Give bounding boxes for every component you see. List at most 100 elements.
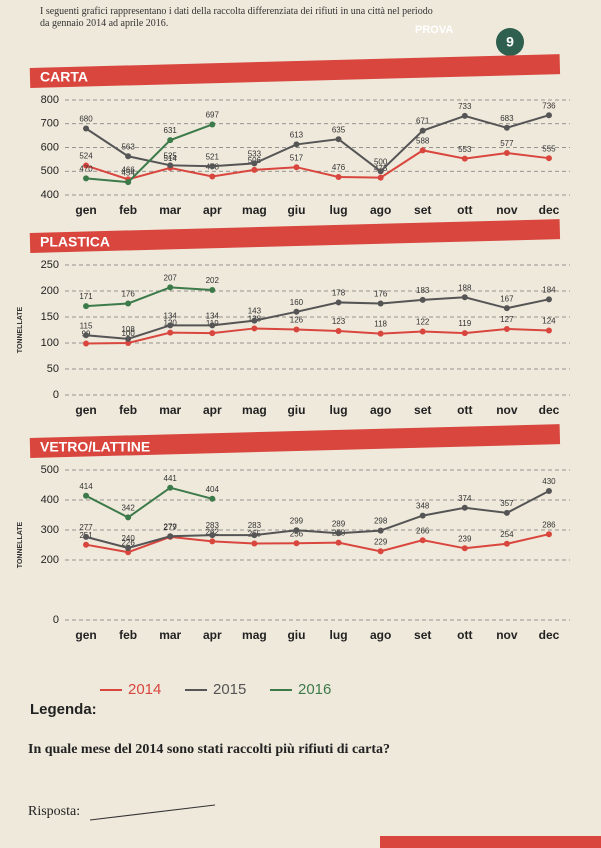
data-label: 553 xyxy=(458,145,472,154)
y-tick-label: 500 xyxy=(41,165,59,177)
legend-label: 2015 xyxy=(213,681,246,698)
data-point xyxy=(461,545,468,552)
data-label: 697 xyxy=(206,111,220,120)
x-tick-label: ott xyxy=(457,403,472,417)
data-label: 454 xyxy=(121,168,135,177)
data-point xyxy=(419,537,426,544)
data-label: 123 xyxy=(332,317,346,326)
data-point xyxy=(209,532,216,539)
data-point xyxy=(251,325,258,332)
answer-label: Risposta: xyxy=(28,804,80,819)
data-label: 357 xyxy=(500,499,514,508)
data-label: 266 xyxy=(416,526,430,535)
data-point xyxy=(503,509,510,516)
x-tick-label: lug xyxy=(330,403,348,417)
x-tick-label: nov xyxy=(496,403,518,417)
x-tick-label: giu xyxy=(287,203,305,217)
chart-title: PLASTICA xyxy=(40,234,110,250)
y-axis-label: TONNELLATE xyxy=(17,306,24,353)
data-label: 184 xyxy=(542,285,556,294)
data-point xyxy=(419,147,426,154)
data-label: 226 xyxy=(121,538,135,547)
question: In quale mese del 2014 sono stati raccol… xyxy=(28,742,390,757)
data-label: 126 xyxy=(290,316,304,325)
x-tick-label: set xyxy=(414,203,431,217)
x-tick-label: apr xyxy=(203,628,222,642)
data-point xyxy=(83,541,90,548)
data-label: 207 xyxy=(164,273,178,282)
data-point xyxy=(209,286,216,293)
data-label: 613 xyxy=(290,131,304,140)
x-tick-label: ago xyxy=(370,403,391,417)
x-tick-label: dec xyxy=(539,403,560,417)
data-label: 683 xyxy=(500,114,514,123)
data-point xyxy=(503,149,510,156)
data-point xyxy=(461,504,468,511)
data-label: 286 xyxy=(542,520,556,529)
data-point xyxy=(209,173,216,180)
data-point xyxy=(251,540,258,547)
data-label: 671 xyxy=(416,117,430,126)
data-point xyxy=(125,545,132,551)
data-label: 183 xyxy=(416,286,430,295)
legend-label: 2014 xyxy=(128,681,161,698)
data-label: 298 xyxy=(374,517,388,526)
series-line xyxy=(85,286,213,308)
data-label: 122 xyxy=(416,318,430,327)
data-label: 525 xyxy=(164,151,178,160)
data-label: 733 xyxy=(458,102,472,111)
y-tick-label: 0 xyxy=(53,614,59,626)
x-tick-label: ott xyxy=(457,628,472,642)
data-point xyxy=(503,124,510,131)
data-point xyxy=(209,495,216,502)
y-tick-label: 150 xyxy=(41,311,59,323)
data-point xyxy=(503,305,510,312)
x-tick-label: feb xyxy=(119,203,137,217)
y-tick-label: 100 xyxy=(41,337,59,349)
data-point xyxy=(335,136,342,143)
data-point xyxy=(335,328,342,335)
data-label: 514 xyxy=(164,154,178,163)
data-label: 127 xyxy=(500,315,514,324)
data-point xyxy=(293,540,300,547)
data-point xyxy=(83,340,90,347)
data-label: 348 xyxy=(416,502,430,511)
x-tick-label: ott xyxy=(457,203,472,217)
data-point xyxy=(419,328,426,335)
data-point xyxy=(461,330,468,337)
data-label: 108 xyxy=(121,325,135,334)
data-point xyxy=(419,296,426,303)
data-point xyxy=(167,533,174,540)
x-tick-label: set xyxy=(414,628,431,642)
data-label: 524 xyxy=(79,152,93,161)
y-tick-label: 400 xyxy=(41,189,59,201)
data-point xyxy=(251,160,258,167)
data-label: 430 xyxy=(542,477,556,486)
data-point xyxy=(167,284,174,291)
legend-label: 2016 xyxy=(298,681,331,698)
data-point xyxy=(545,531,552,538)
data-point xyxy=(167,137,174,144)
data-point xyxy=(377,548,384,555)
data-point xyxy=(125,514,132,521)
x-tick-label: gen xyxy=(75,403,96,417)
data-label: 277 xyxy=(79,523,93,532)
x-tick-label: lug xyxy=(330,628,348,642)
data-label: 100 xyxy=(121,329,135,338)
data-label: 188 xyxy=(458,283,472,292)
chart-title-banner xyxy=(29,54,561,88)
chart-title: VETRO/LATTINE xyxy=(40,439,150,455)
x-tick-label: mag xyxy=(242,203,267,217)
series-line xyxy=(85,114,550,173)
data-point xyxy=(335,173,342,180)
series-line xyxy=(85,149,550,181)
series-line xyxy=(85,533,550,554)
data-label: 466 xyxy=(121,165,135,174)
header-text: I seguenti grafici rappresentano i dati … xyxy=(40,6,433,29)
data-point xyxy=(293,326,300,333)
data-point xyxy=(419,127,426,134)
data-point xyxy=(83,492,90,499)
data-label: 176 xyxy=(121,290,135,299)
series-line xyxy=(86,327,549,345)
